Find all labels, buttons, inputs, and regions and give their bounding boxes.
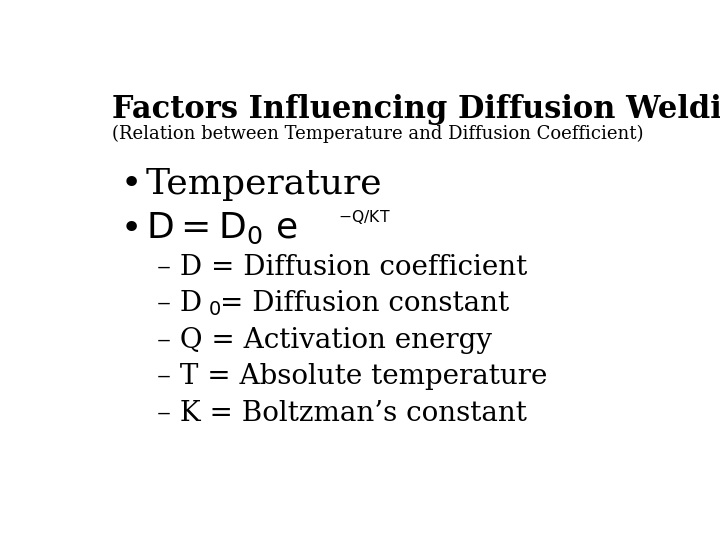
Text: $\mathregular{^{-Q/KT}}$: $\mathregular{^{-Q/KT}}$ xyxy=(338,211,391,231)
Text: – Q = Activation energy: – Q = Activation energy xyxy=(157,327,492,354)
Text: (Relation between Temperature and Diffusion Coefficient): (Relation between Temperature and Diffus… xyxy=(112,125,644,143)
Text: Temperature: Temperature xyxy=(145,167,382,201)
Text: •: • xyxy=(121,167,142,201)
Text: – D: – D xyxy=(157,290,202,317)
Text: $\mathregular{D = D_0\ e}$: $\mathregular{D = D_0\ e}$ xyxy=(145,211,297,246)
Text: $\mathregular{_0}$: $\mathregular{_0}$ xyxy=(208,290,222,318)
Text: – T = Absolute temperature: – T = Absolute temperature xyxy=(157,363,547,390)
Text: = Diffusion constant: = Diffusion constant xyxy=(220,290,509,317)
Text: – D = Diffusion coefficient: – D = Diffusion coefficient xyxy=(157,254,527,281)
Text: •: • xyxy=(121,212,142,246)
Text: Factors Influencing Diffusion Welding: Factors Influencing Diffusion Welding xyxy=(112,94,720,125)
Text: – K = Boltzman’s constant: – K = Boltzman’s constant xyxy=(157,400,527,427)
